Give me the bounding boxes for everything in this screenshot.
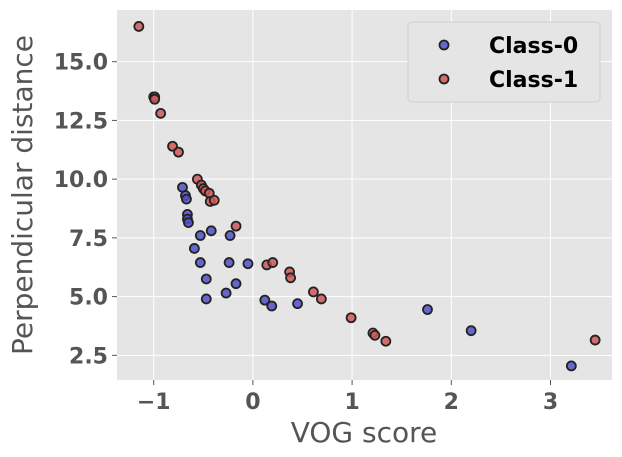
x-tick-label: 0 <box>245 390 260 415</box>
legend-box <box>407 21 601 103</box>
y-tick-label: 15.0 <box>54 51 108 76</box>
class-0-point <box>200 293 212 305</box>
legend-label: Class-1 <box>489 68 578 93</box>
x-tick-label: −1 <box>137 390 171 415</box>
y-axis-title: Perpendicular distance <box>6 35 39 355</box>
class-0-point <box>220 287 232 299</box>
y-tick-label: 5.0 <box>69 286 108 311</box>
y-tick-label: 7.5 <box>69 227 108 252</box>
legend: Class-0 Class-1 <box>407 21 601 103</box>
class-1-point <box>155 107 167 119</box>
class-0-point <box>465 325 477 337</box>
class-1-point <box>133 21 145 32</box>
class-0-point <box>181 193 192 205</box>
point-layer <box>133 21 601 372</box>
class-0-point <box>205 225 217 237</box>
class-0-point <box>188 243 200 254</box>
class-0-point <box>292 298 303 310</box>
class-0-point <box>266 300 278 312</box>
class-0-point <box>194 230 206 241</box>
class-1-point <box>369 329 381 341</box>
x-tick-label: 3 <box>543 390 558 415</box>
class-1-point <box>173 146 184 158</box>
class-1-point <box>230 220 242 232</box>
x-axis-title: VOG score <box>291 416 438 449</box>
legend-marker <box>438 73 450 85</box>
class-1-point <box>345 312 357 324</box>
class-0-point <box>223 257 235 268</box>
class-0-point <box>422 304 433 315</box>
class-1-point <box>285 272 296 284</box>
class-1-point <box>589 334 601 346</box>
class-1-point <box>267 257 279 268</box>
y-tick-label: 12.5 <box>54 109 108 134</box>
class-0-point <box>230 278 242 290</box>
class-0-point <box>224 230 236 241</box>
class-1-point <box>380 335 392 347</box>
class-0-point <box>242 258 254 270</box>
y-tick-label: 10.0 <box>54 168 108 193</box>
x-tick-label: 1 <box>344 390 359 415</box>
class-0-point <box>565 360 577 372</box>
class-1-point <box>208 194 220 206</box>
legend-label: Class-0 <box>489 34 578 59</box>
x-tick-label: 2 <box>444 390 459 415</box>
tick-layer: −1 0 1 2 3 2.5 5.0 7.5 10.0 12.5 15.0 <box>54 51 558 415</box>
y-tick-label: 2.5 <box>69 344 108 369</box>
class-1-point <box>149 93 161 105</box>
class-1-point <box>308 286 319 298</box>
legend-marker <box>438 39 450 51</box>
class-0-point <box>194 257 206 268</box>
class-0-point <box>200 273 212 285</box>
class-0-point <box>259 294 271 306</box>
class-0-point <box>183 217 194 229</box>
class-1-point <box>315 293 327 305</box>
